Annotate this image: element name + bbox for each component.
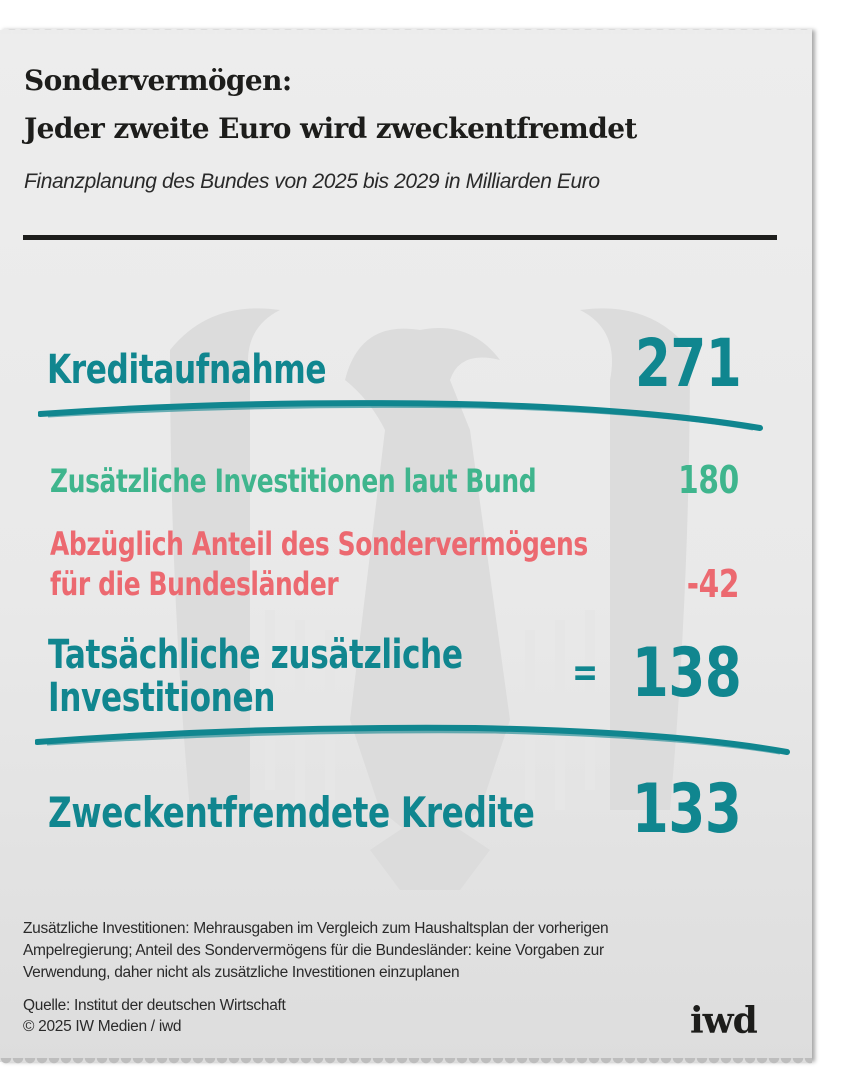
tatsaechlich-label-line1: Tatsächliche zusätzliche: [48, 632, 463, 678]
footnote-line3: Verwendung, daher nicht als zusätzliche …: [23, 964, 460, 981]
copyright-text: © 2025 IW Medien / iwd: [23, 1018, 182, 1035]
footnote-line1: Zusätzliche Investitionen: Mehrausgaben …: [23, 920, 609, 937]
iwd-logo: iwd: [690, 1000, 758, 1042]
federal-eagle-watermark-icon: [170, 308, 690, 890]
tatsaechlich-label-line2: Investitionen: [48, 675, 276, 721]
chart-subtitle: Finanzplanung des Bundes von 2025 bis 20…: [24, 170, 600, 193]
abzug-label-line1: Abzüglich Anteil des Sondervermögens: [50, 525, 588, 563]
abzug-label-line2: für die Bundesländer: [50, 565, 339, 603]
torn-edge-top: [0, 24, 812, 34]
tatsaechlich-value: 138: [631, 634, 741, 713]
title-divider: [23, 235, 777, 240]
brush-stroke-divider: [38, 400, 763, 431]
brush-stroke-divider: [35, 724, 790, 755]
torn-edge-bottom: [0, 1058, 812, 1066]
investitionen-bund-label: Zusätzliche Investitionen laut Bund: [50, 462, 537, 500]
chart-title-line1: Sondervermögen:: [24, 64, 292, 97]
footnote: Zusätzliche Investitionen: Mehrausgaben …: [23, 918, 783, 984]
zweckentfremdet-value: 133: [631, 770, 741, 849]
investitionen-bund-value: 180: [678, 458, 739, 502]
kreditaufnahme-label: Kreditaufnahme: [47, 347, 327, 393]
abzug-value: -42: [686, 562, 740, 606]
kreditaufnahme-value: 271: [634, 325, 742, 402]
zweckentfremdet-label: Zweckentfremdete Kredite: [48, 788, 535, 837]
footnote-line2: Ampelregierung; Anteil des Sondervermöge…: [23, 942, 604, 959]
chart-title-line2: Jeder zweite Euro wird zweckentfremdet: [24, 112, 637, 145]
source-block: Quelle: Institut der deutschen Wirtschaf…: [23, 995, 286, 1037]
equals-sign: =: [572, 650, 598, 696]
source-text: Quelle: Institut der deutschen Wirtschaf…: [23, 997, 286, 1014]
